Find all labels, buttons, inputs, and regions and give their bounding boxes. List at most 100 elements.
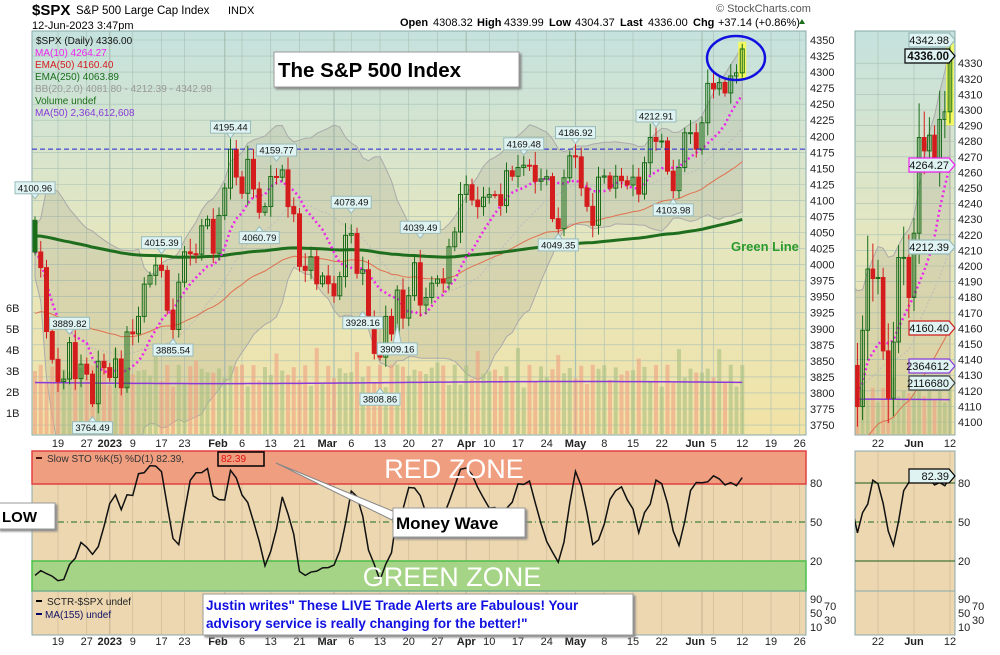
candle-body (216, 214, 222, 254)
volume-bar (464, 365, 469, 434)
volume-bar (303, 365, 308, 434)
quote-summary: Open 4308.32 High 4339.99 Low 4304.37 La… (400, 17, 805, 29)
volume-bar (927, 377, 932, 434)
volume-bar (613, 367, 618, 434)
volume-bar (125, 367, 129, 434)
callout-box (210, 120, 251, 134)
zoom-y-tick-label: 4200 (958, 261, 982, 273)
y-tick-label: 4050 (810, 228, 834, 240)
callout-pointer (519, 149, 529, 156)
stoch-tick-label: 80 (958, 478, 970, 490)
candle-body (870, 268, 876, 280)
volume-bar (723, 383, 727, 434)
x-tick-label: 10 (483, 438, 495, 450)
candle-body (251, 158, 256, 190)
volume-bar (199, 368, 204, 434)
candle-body (210, 218, 216, 254)
candle-body (498, 194, 504, 207)
volume-bar (948, 388, 952, 434)
x-tick-label: Jun (685, 636, 705, 648)
candle-body (239, 176, 245, 194)
candle-body (417, 262, 423, 306)
volume-bar (171, 386, 175, 434)
x-tick-label: 21 (293, 636, 305, 648)
callout-label: 4212.91 (639, 111, 673, 122)
candle-body (285, 169, 291, 208)
volume-tick-label: 2B (6, 387, 19, 399)
candle-body (130, 331, 136, 335)
y-tick-label: 4175 (810, 147, 834, 159)
volume-bar (590, 364, 595, 434)
volume-bar (527, 364, 532, 434)
money-wave-annotation: Money Wave (392, 507, 526, 538)
callout-label: 4159.77 (259, 146, 293, 157)
callout-box (537, 238, 579, 252)
value-tag-label: 4264.27 (909, 160, 949, 172)
x-tick-label: 19 (52, 636, 64, 648)
callout-pointer (651, 121, 661, 128)
x-tick-label: 5 (710, 438, 716, 450)
candle-body (400, 289, 406, 319)
exchange: INDX (228, 5, 255, 17)
candle-body (860, 329, 865, 408)
zoom-x-tick-label: 22 (872, 438, 884, 450)
callout-box (152, 343, 194, 357)
candle-body (343, 234, 348, 278)
volume-bar (481, 373, 486, 434)
candle-body (481, 196, 486, 208)
callout-pointer (65, 328, 74, 336)
x-tick-label: 2023 (98, 636, 122, 648)
volume-bar (881, 387, 885, 434)
candle-body (446, 246, 452, 284)
volume-bar (251, 365, 256, 434)
volume-bar (521, 387, 526, 434)
volume-bar (136, 370, 141, 434)
candle-body (711, 82, 716, 90)
x-tick-label: 15 (627, 438, 639, 450)
callout-label: 4100.96 (18, 183, 52, 194)
candle-body (573, 155, 578, 158)
volume-bar (332, 378, 336, 434)
candle-body (205, 218, 210, 227)
callout-pointer (375, 387, 385, 394)
zoom-y-tick-label: 4120 (958, 386, 982, 398)
candle-body (256, 188, 262, 213)
x-tick-label: 26 (794, 438, 806, 450)
volume-bar (424, 374, 428, 434)
green-zone-label: GREEN ZONE (363, 562, 542, 592)
stoch-tick-label: 50 (810, 517, 822, 529)
candle-body (193, 253, 199, 256)
candle-body (865, 268, 871, 331)
value-tag-label: 4336.00 (907, 51, 949, 63)
volume-bar (677, 349, 681, 434)
callout-label: 3885.54 (156, 346, 190, 357)
callout-box (652, 203, 694, 217)
value-tag-label: 4212.39 (909, 242, 949, 254)
candle-body (245, 158, 251, 194)
zoom-y-tick-label: 4260 (958, 167, 982, 179)
candle-body (682, 132, 688, 169)
candle-body (509, 170, 515, 177)
callout-box (72, 421, 113, 435)
candle-body (187, 251, 193, 255)
candle-body (896, 256, 901, 343)
legend-ema250: EMA(250) 4063.89 (35, 72, 119, 83)
legend-vol-ma: MA(50) 2,364,612,608 (35, 108, 135, 119)
zoom-y-tick-label: 4140 (958, 355, 982, 367)
candle-body (274, 175, 279, 178)
y-tick-label: 4225 (810, 115, 834, 127)
low-value: 4304.37 (575, 17, 615, 29)
candle-body (331, 283, 337, 297)
x-tick-label: 27 (81, 438, 93, 450)
x-tick-label: 21 (293, 438, 305, 450)
sctr-tick-label: 30 (824, 615, 836, 627)
candle-body (124, 331, 130, 389)
volume-bar (240, 364, 244, 434)
callout-pointer (254, 225, 264, 232)
x-tick-label: Mar (317, 438, 337, 450)
volume-bar (188, 366, 193, 434)
candle-body (916, 137, 922, 234)
candle-body (567, 155, 573, 179)
volume-bar (907, 393, 911, 434)
candle-body (325, 275, 331, 285)
